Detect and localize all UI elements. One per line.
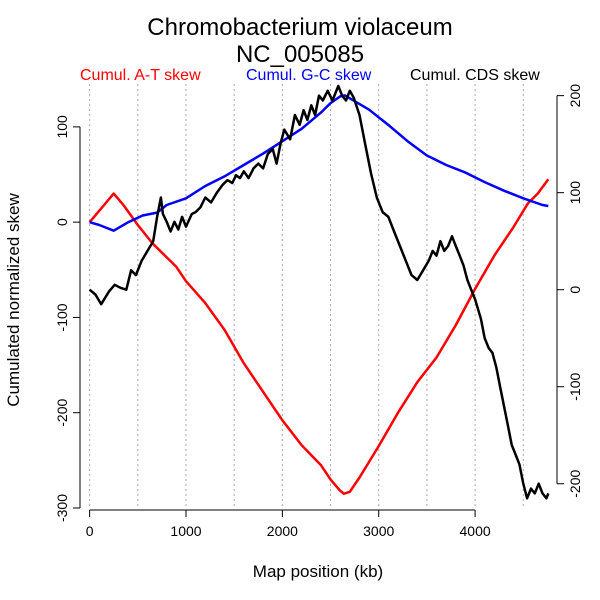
y2-tick-label: 100 — [567, 181, 583, 205]
x-tick-label: 3000 — [363, 523, 394, 539]
grid-layer — [89, 84, 524, 508]
y-tick-label: 0 — [54, 218, 70, 226]
y2-tick-label: -100 — [567, 372, 583, 400]
legend-at-skew: Cumul. A-T skew — [80, 67, 201, 84]
y2-tick-label: -200 — [567, 470, 583, 498]
y-tick-label: 100 — [54, 115, 70, 139]
x-tick-label: 4000 — [460, 523, 491, 539]
chart-subtitle: NC_005085 — [236, 41, 364, 68]
y-tick-label: -200 — [54, 399, 70, 427]
y-tick-label: -100 — [54, 303, 70, 331]
y2-tick-label: 0 — [567, 286, 583, 294]
chart-title: Chromobacterium violaceum — [147, 14, 452, 41]
series-layer — [88, 84, 550, 500]
series-line-cds-skew — [88, 84, 550, 500]
legend-gc-skew: Cumul. G-C skew — [246, 67, 372, 84]
x-tick-label: 1000 — [170, 523, 201, 539]
x-tick-label: 0 — [86, 523, 94, 539]
x-tick-label: 2000 — [267, 523, 298, 539]
y2-tick-label: 200 — [567, 84, 583, 108]
axis-layer: 0 1000 2000 3000 4000-300-200-1000100-200-10… — [54, 84, 583, 539]
y-tick-label: -300 — [54, 494, 70, 522]
series-line-gc-skew — [89, 94, 549, 232]
series-line-at-skew — [88, 178, 550, 495]
legend-cds-skew: Cumul. CDS skew — [410, 67, 540, 84]
x-axis-title: Map position (kb) — [253, 562, 383, 581]
y-axis-title: Cumulated normalized skew — [4, 193, 23, 407]
